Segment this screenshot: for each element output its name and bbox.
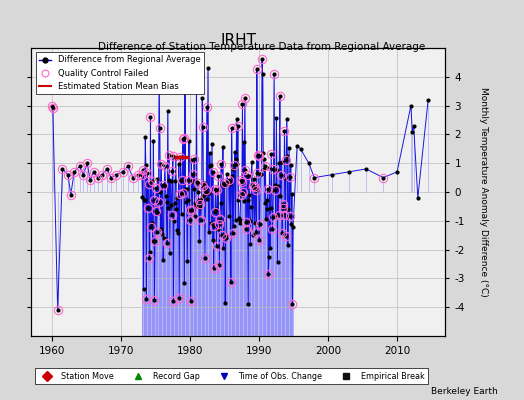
Text: Berkeley Earth: Berkeley Earth: [431, 387, 498, 396]
Y-axis label: Monthly Temperature Anomaly Difference (°C): Monthly Temperature Anomaly Difference (…: [479, 87, 488, 297]
Legend: Station Move, Record Gap, Time of Obs. Change, Empirical Break: Station Move, Record Gap, Time of Obs. C…: [36, 368, 428, 384]
Text: Difference of Station Temperature Data from Regional Average: Difference of Station Temperature Data f…: [99, 42, 425, 52]
Title: IRHT: IRHT: [221, 33, 256, 48]
